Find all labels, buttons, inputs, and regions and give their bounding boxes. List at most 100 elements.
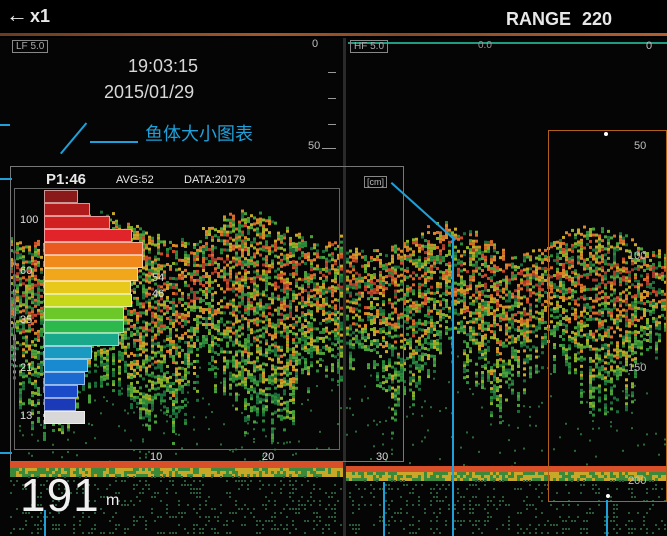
echo-pixel [304,337,307,341]
echo-pixel [292,380,295,384]
echo-pixel [58,428,61,432]
echo-pixel [277,468,280,471]
echo-pixel [193,462,196,465]
echo-pixel [259,388,262,392]
echo-pixel [160,327,163,331]
echo-pixel [232,280,235,284]
echo-pixel [310,277,313,281]
echo-pixel [31,322,34,326]
echo-pixel [76,471,79,474]
echo-pixel [241,317,244,321]
echo-pixel [283,371,286,375]
echo-pixel [340,407,342,410]
echo-pixel [88,400,91,404]
echo-pixel [310,247,313,251]
echo-pixel [274,344,277,348]
echo-pixel [82,462,85,465]
echo-pixel [178,387,181,391]
echo-pixel [259,247,262,251]
echo-pixel [175,516,177,518]
echo-pixel [244,359,247,363]
echo-pixel [337,384,339,387]
echo-pixel [379,282,382,286]
echo-pixel [298,504,300,506]
echo-pixel [244,293,247,297]
echo-pixel [157,341,160,345]
echo-pixel [304,364,307,368]
echo-pixel [31,259,34,263]
echo-pixel [118,425,120,428]
echo-pixel [382,366,385,370]
echo-pixel [100,462,103,465]
echo-pixel [307,276,310,280]
echo-pixel [280,240,283,244]
back-arrow-icon[interactable]: ← [6,2,28,27]
echo-pixel [160,303,163,307]
echo-pixel [331,363,334,367]
echo-pixel [16,272,19,276]
echo-pixel [43,425,46,429]
echo-pixel [253,462,256,465]
echo-pixel [157,272,160,276]
echo-pixel [274,524,276,526]
echo-pixel [94,474,97,477]
echo-pixel [346,314,349,318]
echo-pixel [127,222,130,226]
echo-pixel [40,288,43,292]
echo-pixel [364,255,367,259]
echo-pixel [295,359,298,363]
echo-pixel [247,261,250,265]
echo-pixel [361,342,364,346]
echo-pixel [265,240,268,244]
echo-pixel [286,364,289,368]
echo-pixel [250,379,253,383]
echo-pixel [280,252,283,256]
echo-pixel [283,284,286,288]
echo-pixel [34,331,37,335]
echo-pixel [163,462,166,465]
echo-pixel [133,311,136,315]
echo-pixel [100,351,103,355]
echo-pixel [307,474,310,477]
echo-pixel [298,337,301,341]
echo-pixel [271,471,274,474]
echo-pixel [298,301,301,305]
echo-pixel [313,465,316,468]
echo-pixel [58,528,60,530]
echo-pixel [181,237,184,241]
echo-pixel [157,326,160,330]
echo-pixel [367,363,370,367]
echo-pixel [79,520,81,522]
echo-pixel [178,474,181,477]
echo-pixel [271,325,274,329]
echo-pixel [289,308,292,312]
echo-pixel [256,383,259,387]
echo-pixel [91,528,93,530]
echo-pixel [28,269,31,273]
echo-pixel [166,465,169,468]
echo-pixel [325,344,328,348]
echo-pixel [322,471,325,474]
echo-pixel [97,365,99,368]
echo-pixel [349,249,352,253]
echo-pixel [31,307,34,311]
range-value[interactable]: 220 [582,9,613,29]
echo-pixel [244,368,247,372]
echo-pixel [130,373,133,377]
echo-pixel [25,520,27,522]
echo-pixel [262,353,265,357]
echo-pixel [205,287,208,291]
echo-pixel [40,351,43,355]
echo-pixel [136,326,139,330]
echo-pixel [10,327,13,331]
echo-pixel [133,465,136,468]
echo-pixel [133,471,136,474]
echo-pixel [148,280,151,284]
echo-pixel [352,512,354,514]
echo-pixel [172,462,175,465]
echo-pixel [262,332,265,336]
echo-pixel [232,244,235,248]
echo-pixel [214,516,216,518]
echo-pixel [373,273,376,277]
echo-pixel [148,409,151,413]
